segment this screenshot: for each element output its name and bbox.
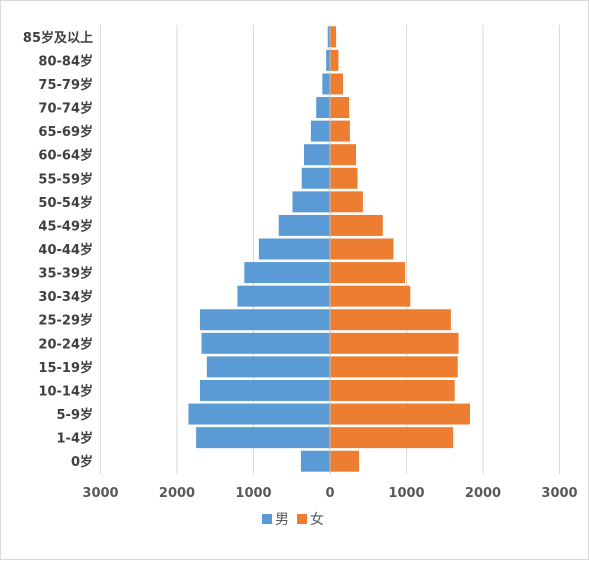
- bar-male-17: [326, 49, 330, 71]
- x-tick-label-6: 3000: [541, 486, 577, 501]
- bar-female-3: [330, 379, 455, 401]
- category-label-7: 30-34岁: [38, 289, 93, 305]
- category-label-4: 15-19岁: [38, 360, 93, 376]
- category-label-1: 1-4岁: [57, 431, 94, 447]
- category-label-18: 85岁及以上: [23, 30, 93, 46]
- bar-female-18: [330, 26, 337, 48]
- bar-male-6: [199, 309, 330, 331]
- category-label-9: 40-44岁: [38, 242, 93, 258]
- category-label-8: 35-39岁: [38, 266, 93, 282]
- bar-male-1: [196, 427, 330, 449]
- bar-male-7: [237, 285, 330, 307]
- bar-male-15: [316, 97, 330, 119]
- legend-label-male: 男: [275, 512, 289, 528]
- bar-male-11: [292, 191, 330, 213]
- bar-female-16: [330, 73, 344, 95]
- bars: [188, 25, 470, 474]
- legend-swatch-male: [262, 514, 272, 524]
- legend: 男 女: [262, 511, 324, 528]
- bar-male-5: [201, 332, 330, 354]
- x-axis-tick-labels: 3000 2000 1000 0 1000 2000 3000: [82, 486, 577, 501]
- x-tick-label-5: 2000: [465, 486, 501, 501]
- bar-female-4: [330, 356, 458, 378]
- category-label-10: 45-49岁: [38, 218, 93, 234]
- x-tick-label-0: 3000: [82, 486, 118, 501]
- category-label-2: 5-9岁: [57, 407, 94, 423]
- bar-male-0: [300, 450, 330, 472]
- bar-male-4: [206, 356, 330, 378]
- bar-female-1: [330, 427, 454, 449]
- bar-female-12: [330, 167, 358, 189]
- bar-female-5: [330, 332, 459, 354]
- bar-male-3: [199, 379, 330, 401]
- category-label-16: 75-79岁: [38, 77, 93, 93]
- bar-female-0: [330, 450, 360, 472]
- bar-female-9: [330, 238, 394, 260]
- bar-male-18: [327, 26, 330, 48]
- bar-male-12: [301, 167, 330, 189]
- bar-female-14: [330, 120, 350, 142]
- x-tick-label-4: 1000: [388, 486, 424, 501]
- category-label-11: 50-54岁: [38, 195, 93, 211]
- bar-male-9: [258, 238, 330, 260]
- bar-male-13: [303, 144, 330, 166]
- bar-female-6: [330, 309, 451, 331]
- bar-female-15: [330, 97, 350, 119]
- x-tick-label-2: 1000: [235, 486, 271, 501]
- bar-female-2: [330, 403, 470, 425]
- category-label-5: 20-24岁: [38, 336, 93, 352]
- bar-male-2: [188, 403, 330, 425]
- bar-female-13: [330, 144, 357, 166]
- legend-label-female: 女: [310, 511, 324, 528]
- bar-male-14: [310, 120, 330, 142]
- category-label-15: 70-74岁: [38, 101, 93, 117]
- category-labels: 0岁 1-4岁 5-9岁 10-14岁 15-19岁 20-24岁 25-29岁 30-34岁…: [23, 30, 93, 470]
- x-tick-label-1: 2000: [159, 486, 195, 501]
- bar-female-7: [330, 285, 411, 307]
- bar-male-10: [278, 214, 330, 236]
- category-label-0: 0岁: [71, 454, 93, 470]
- category-label-17: 80-84岁: [38, 53, 93, 69]
- bar-male-8: [244, 262, 330, 284]
- category-label-3: 10-14岁: [38, 383, 93, 399]
- bar-male-16: [322, 73, 330, 95]
- category-label-12: 55-59岁: [38, 171, 93, 187]
- legend-swatch-female: [297, 514, 307, 524]
- bar-female-8: [330, 262, 405, 284]
- category-label-13: 60-64岁: [38, 148, 93, 164]
- bar-female-11: [330, 191, 363, 213]
- x-tick-label-3: 0: [325, 486, 334, 501]
- category-label-14: 65-69岁: [38, 124, 93, 140]
- bar-female-17: [330, 49, 339, 71]
- bar-female-10: [330, 214, 383, 236]
- category-label-6: 25-29岁: [38, 313, 93, 329]
